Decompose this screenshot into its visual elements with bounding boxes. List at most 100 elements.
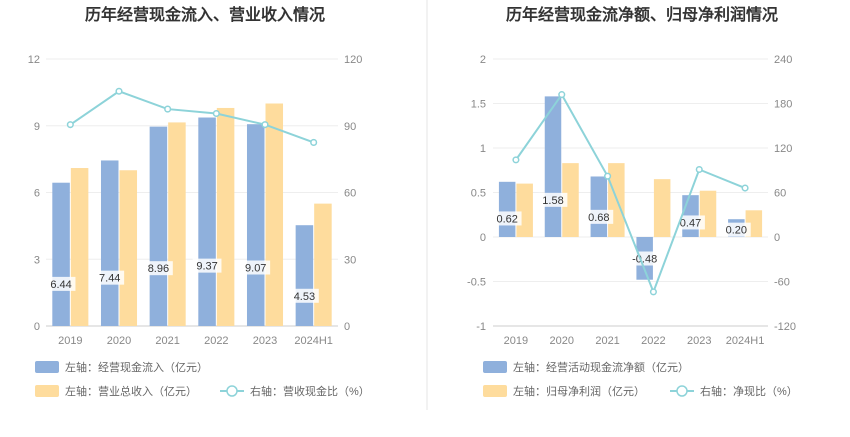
right-axis-tick: 60 <box>344 188 356 200</box>
left-axis-tick: 9 <box>34 121 40 133</box>
x-axis-tick: 2020 <box>550 335 574 347</box>
x-axis-tick: 2022 <box>204 335 228 347</box>
data-label-bg <box>676 215 705 230</box>
chart-title: 历年经营现金流净额、归母净利润情况 <box>506 5 778 24</box>
right-axis-tick: 180 <box>774 99 792 111</box>
line-point <box>261 121 269 129</box>
left-axis-tick: 1.5 <box>471 99 486 111</box>
data-label-bg <box>144 261 173 276</box>
bar-series-1 <box>149 126 168 326</box>
legend-label: 左轴：归母净利润（亿元） <box>513 384 645 398</box>
line-point <box>695 165 703 174</box>
x-axis-tick: 2023 <box>253 335 277 347</box>
data-label-bg <box>538 192 568 207</box>
legend-swatch-bar-2 <box>483 385 507 397</box>
right-axis-tick: 60 <box>774 188 786 200</box>
legend-swatch-bar-1 <box>483 361 507 373</box>
x-axis-tick: 2024H1 <box>726 335 765 347</box>
bar-series-2 <box>699 190 717 237</box>
right-axis-tick: 90 <box>344 121 356 133</box>
line-point <box>512 156 520 164</box>
line-point <box>66 121 74 129</box>
x-axis-tick: 2019 <box>58 335 82 347</box>
data-label-bg <box>241 260 271 275</box>
line-point <box>649 288 657 296</box>
line-point <box>558 91 566 99</box>
data-label: 7.44 <box>99 273 120 285</box>
bar-series-2 <box>314 203 332 326</box>
left-axis-tick: 6 <box>34 188 40 200</box>
left-axis-tick: -0.5 <box>467 277 486 289</box>
data-label-bg <box>627 251 663 266</box>
bar-series-1 <box>198 117 216 326</box>
left-axis-tick: 3 <box>34 254 40 266</box>
bar-series-2 <box>70 168 89 326</box>
line-point <box>164 105 172 113</box>
data-label: 6.44 <box>50 279 71 291</box>
legend-label: 左轴：营业总收入（亿元） <box>65 384 197 398</box>
data-label-bg <box>721 222 751 237</box>
left-axis-tick: 0 <box>34 321 40 333</box>
bar-series-2 <box>265 103 284 326</box>
x-axis-tick: 2022 <box>641 335 665 347</box>
right-axis-tick: -60 <box>774 277 790 289</box>
bar-series-2 <box>653 179 671 237</box>
bar-series-1 <box>52 182 70 326</box>
bar-series-2 <box>119 170 138 326</box>
legend-label: 右轴：营收现金比（%） <box>250 384 370 398</box>
bar-series-2 <box>516 183 533 237</box>
line-point <box>741 184 749 192</box>
bar-series-1 <box>246 124 265 326</box>
right-axis-tick: 0 <box>344 321 350 333</box>
data-label: 9.37 <box>196 261 217 273</box>
line-series <box>515 92 746 295</box>
line-point <box>310 138 318 146</box>
left-axis-tick: 0.5 <box>471 188 486 200</box>
x-axis-tick: 2021 <box>595 335 619 347</box>
right-axis-tick: -120 <box>774 321 796 333</box>
bar-series-1 <box>100 160 119 326</box>
data-label: 4.53 <box>294 291 315 303</box>
data-label-bg <box>290 288 319 303</box>
line-point <box>115 87 123 95</box>
data-label: 1.58 <box>542 195 563 207</box>
left-axis-tick: 12 <box>28 54 40 66</box>
bar-series-1 <box>544 96 562 237</box>
data-label-bg <box>584 209 614 224</box>
right-axis-tick: 240 <box>774 54 792 66</box>
line-point <box>212 109 220 118</box>
data-label: 0.20 <box>726 225 747 237</box>
x-axis-tick: 2021 <box>155 335 179 347</box>
legend-label: 左轴：经营现金流入（亿元） <box>65 360 208 374</box>
data-label: 0.62 <box>496 213 517 225</box>
data-label: -0.48 <box>632 253 657 265</box>
data-label: 0.47 <box>680 217 701 229</box>
right-axis-tick: 120 <box>774 143 792 155</box>
left-axis-tick: 2 <box>480 54 486 66</box>
left-axis-tick: 1 <box>480 143 486 155</box>
legend-swatch-marker <box>676 385 688 397</box>
legend-swatch-bar-1 <box>35 361 59 373</box>
line-series <box>69 90 315 144</box>
bar-series-2 <box>562 163 579 237</box>
chart-title: 历年经营现金流入、营业收入情况 <box>85 5 325 24</box>
left-axis-tick: 0 <box>480 232 486 244</box>
data-label: 9.07 <box>245 262 266 274</box>
x-axis-tick: 2024H1 <box>294 335 333 347</box>
bar-series-2 <box>168 122 186 326</box>
x-axis-tick: 2019 <box>504 335 528 347</box>
legend-swatch-marker <box>226 385 238 397</box>
x-axis-tick: 2020 <box>107 335 131 347</box>
right-axis-tick: 0 <box>774 232 780 244</box>
right-axis-tick: 120 <box>344 54 362 66</box>
data-label-bg <box>492 211 522 226</box>
legend-label: 左轴：经营活动现金流净额（亿元） <box>513 360 689 374</box>
line-point <box>604 172 612 180</box>
legend-swatch-bar-2 <box>35 385 59 397</box>
legend-label: 右轴：净现比（%） <box>700 384 798 398</box>
x-axis-tick: 2023 <box>687 335 711 347</box>
data-label: 0.68 <box>588 212 609 224</box>
data-label-bg <box>95 270 125 285</box>
right-axis-tick: 30 <box>344 254 356 266</box>
